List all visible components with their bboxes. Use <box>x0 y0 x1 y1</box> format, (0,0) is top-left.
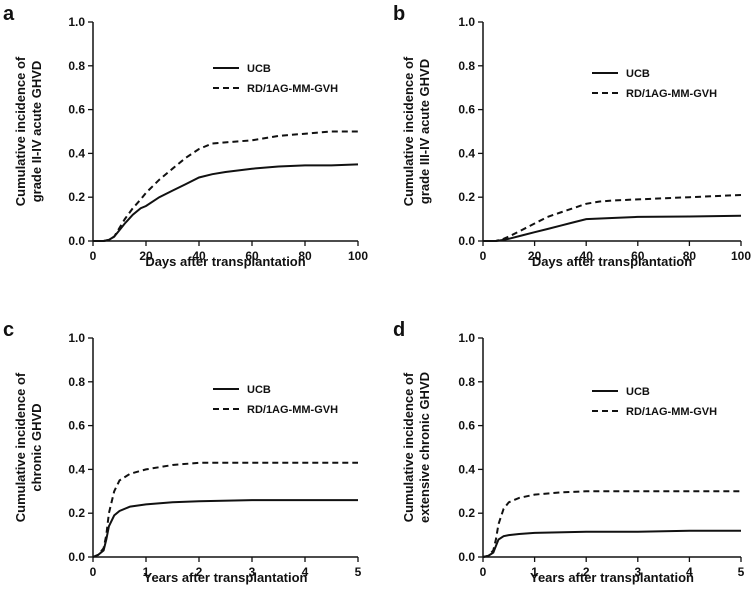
x-tick-label: 1 <box>143 565 150 579</box>
x-tick-label: 60 <box>245 249 259 263</box>
y-tick-label: 0.6 <box>458 103 475 117</box>
chart-panel-a: a 0.0 0.2 0.4 0.6 0.8 1.0 0 20 40 60 80 100 Days afte… <box>3 3 368 269</box>
x-tick-label: 20 <box>139 249 153 263</box>
x-axis-title: Years after transplantation <box>530 570 694 585</box>
x-tick-label: 40 <box>192 249 206 263</box>
legend-label: UCB <box>247 63 271 75</box>
y-axis-title-line: Cumulative incidence of <box>13 56 28 206</box>
x-axis-title: Days after transplantation <box>145 254 305 269</box>
legend: UCB RD/1AG-MM-GVH <box>213 384 338 416</box>
legend-label: UCB <box>626 68 650 80</box>
x-tick-label: 2 <box>196 565 203 579</box>
y-tick-label: 0.2 <box>68 190 85 204</box>
legend-label: RD/1AG-MM-GVH <box>247 83 338 95</box>
y-tick-label: 0.8 <box>458 59 475 73</box>
legend-label: RD/1AG-MM-GVH <box>247 404 338 416</box>
y-tick-label: 1.0 <box>458 15 475 29</box>
y-tick-label: 0.4 <box>68 146 85 160</box>
y-tick-label: 0.6 <box>458 419 475 433</box>
x-tick-label: 5 <box>738 565 745 579</box>
y-axis-title-line: Cumulative incidence of <box>401 56 416 206</box>
series-line-ucb <box>483 214 742 242</box>
series-line-ucb <box>93 163 359 242</box>
y-tick-label: 0.4 <box>68 462 85 476</box>
series-line-rd-1ag-mm-gvh <box>483 194 742 242</box>
legend: UCB RD/1AG-MM-GVH <box>592 68 717 100</box>
y-axis-title-line: Cumulative incidence of <box>401 372 416 522</box>
y-tick-label: 0.8 <box>68 375 85 389</box>
y-axis-title-line: grade III-IV acute GHVD <box>417 59 432 204</box>
y-tick-label: 1.0 <box>458 331 475 345</box>
y-tick-label: 0.2 <box>458 190 475 204</box>
x-tick-label: 2 <box>583 565 590 579</box>
x-tick-label: 4 <box>302 565 309 579</box>
y-tick-label: 0.8 <box>458 375 475 389</box>
y-axis-title-line: chronic GHVD <box>29 403 44 491</box>
y-tick-label: 0.0 <box>68 550 85 564</box>
chart-panel-d: d 0.0 0.2 0.4 0.6 0.8 1.0 0 1 2 3 4 5 Years after tra… <box>393 319 745 585</box>
y-tick-label: 0.2 <box>68 506 85 520</box>
x-tick-label: 0 <box>480 565 487 579</box>
series-line-rd-1ag-mm-gvh <box>482 490 741 558</box>
x-tick-label: 5 <box>355 565 362 579</box>
panel-letter: a <box>3 3 15 25</box>
series-line-rd-1ag-mm-gvh <box>92 461 358 558</box>
y-axis-title-line: Cumulative incidence of <box>13 372 28 522</box>
y-tick-label: 0.4 <box>458 146 475 160</box>
x-tick-label: 4 <box>686 565 693 579</box>
legend: UCB RD/1AG-MM-GVH <box>592 386 717 418</box>
x-axis-title: Years after transplantation <box>144 570 308 585</box>
y-tick-label: 1.0 <box>68 331 85 345</box>
x-tick-label: 40 <box>580 249 594 263</box>
y-axis-title-line: grade II-IV acute GHVD <box>29 61 44 203</box>
x-axis-title: Days after transplantation <box>532 254 692 269</box>
y-tick-label: 0.6 <box>68 103 85 117</box>
x-tick-label: 80 <box>683 249 697 263</box>
x-tick-label: 1 <box>531 565 538 579</box>
legend-label: UCB <box>247 384 271 396</box>
series-line-ucb <box>482 529 741 558</box>
x-tick-label: 3 <box>249 565 256 579</box>
x-tick-label: 100 <box>348 249 368 263</box>
x-tick-label: 0 <box>90 249 97 263</box>
panel-letter: d <box>393 319 405 341</box>
y-tick-label: 0.0 <box>458 550 475 564</box>
x-tick-label: 3 <box>634 565 641 579</box>
legend-label: UCB <box>626 386 650 398</box>
x-tick-label: 60 <box>631 249 645 263</box>
y-tick-label: 0.6 <box>68 419 85 433</box>
y-tick-label: 0.0 <box>68 234 85 248</box>
x-tick-label: 20 <box>528 249 542 263</box>
series-line-rd-1ag-mm-gvh <box>93 130 358 242</box>
y-tick-label: 0.4 <box>458 462 475 476</box>
chart-panel-c: c 0.0 0.2 0.4 0.6 0.8 1.0 0 1 2 3 4 5 Years after tra… <box>3 319 362 585</box>
panel-letter: b <box>393 3 405 25</box>
x-tick-label: 0 <box>480 249 487 263</box>
panel-letter: c <box>3 319 14 341</box>
legend-label: RD/1AG-MM-GVH <box>626 406 717 418</box>
y-tick-label: 1.0 <box>68 15 85 29</box>
legend: UCB RD/1AG-MM-GVH <box>213 63 338 95</box>
y-axis-title-line: extensive chronic GHVD <box>417 372 432 523</box>
y-tick-label: 0.0 <box>458 234 475 248</box>
y-tick-label: 0.2 <box>458 506 475 520</box>
series-line-ucb <box>92 499 358 558</box>
x-tick-label: 0 <box>90 565 97 579</box>
x-tick-label: 100 <box>731 249 751 263</box>
y-tick-label: 0.8 <box>68 59 85 73</box>
chart-panel-b: b 0.0 0.2 0.4 0.6 0.8 1.0 0 20 40 60 80 100 Days afte… <box>393 3 751 269</box>
legend-label: RD/1AG-MM-GVH <box>626 88 717 100</box>
x-tick-label: 80 <box>298 249 312 263</box>
